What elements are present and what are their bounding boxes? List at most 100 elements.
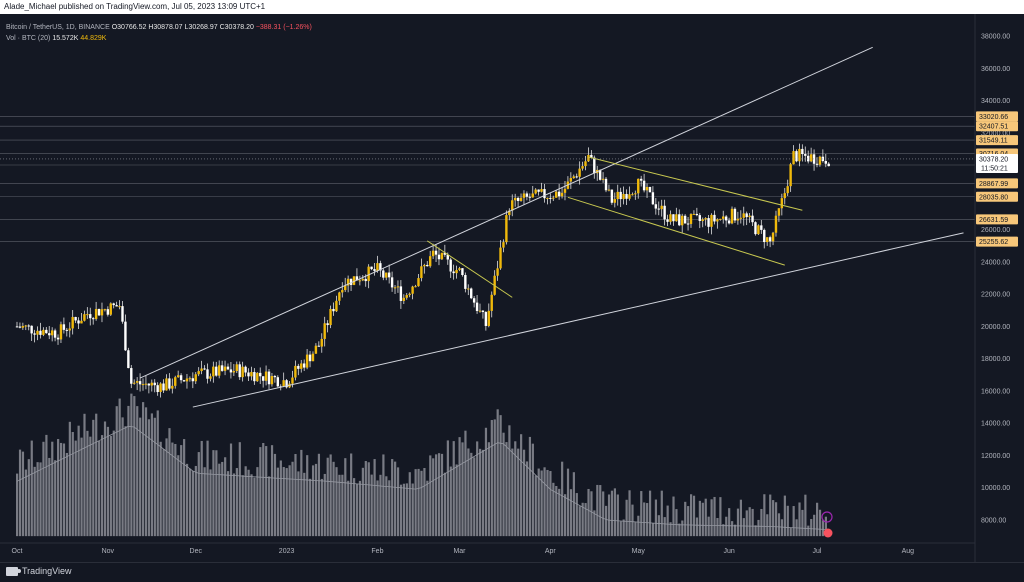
volume-bar <box>772 500 775 537</box>
volume-bar <box>824 516 827 537</box>
candle-body <box>528 196 532 198</box>
candle-body <box>270 376 274 385</box>
volume-bar <box>394 461 397 537</box>
candle-body <box>698 215 701 221</box>
candle-body <box>434 250 438 255</box>
candle-body <box>513 197 517 201</box>
volume-bar <box>103 421 107 537</box>
volume-bar <box>203 467 206 537</box>
earnings-event-icon <box>823 528 833 538</box>
volume-label[interactable]: Vol · BTC (20) <box>6 35 51 42</box>
volume-bar <box>470 452 473 537</box>
volume-bar <box>200 440 203 537</box>
volume-bar <box>634 522 637 537</box>
volume-bar <box>528 436 532 537</box>
volume-bar <box>426 480 429 537</box>
candle-body <box>818 156 822 165</box>
volume-bar <box>139 417 142 537</box>
candle-body <box>496 268 499 276</box>
volume-bar <box>651 523 655 537</box>
volume-bar <box>517 448 520 537</box>
candle-body <box>704 218 707 220</box>
candle-body <box>511 200 514 211</box>
volume-bar <box>71 432 74 537</box>
candle-body <box>809 154 813 162</box>
candle-body <box>174 377 177 386</box>
volume-bar <box>648 490 652 537</box>
level-tag <box>976 236 1018 247</box>
candle-body <box>153 382 156 386</box>
volume-bar <box>821 520 825 537</box>
volume-bar <box>446 440 449 537</box>
symbol-label[interactable]: Bitcoin / TetherUS, 1D, BINANCE <box>6 24 110 31</box>
candle-body <box>358 280 362 282</box>
volume-bar <box>320 478 323 537</box>
candle-body <box>235 364 238 372</box>
candle-body <box>467 288 470 290</box>
candle-body <box>648 186 652 193</box>
volume-bar <box>18 449 22 537</box>
candle-body <box>220 365 224 371</box>
channel-upper-line <box>588 156 803 211</box>
tradingview-logo[interactable]: TradingView <box>6 566 72 576</box>
candle-body <box>176 375 180 378</box>
candle-body <box>408 293 411 296</box>
volume-bar <box>247 469 250 537</box>
candle-body <box>695 213 699 216</box>
candle-body <box>346 278 350 286</box>
volume-bar <box>300 449 303 537</box>
volume-bar <box>323 473 326 537</box>
volume-bar <box>391 459 394 537</box>
candle-body <box>97 308 101 316</box>
level-tag-label: 33020.66 <box>979 114 1008 121</box>
candle-body <box>311 353 315 362</box>
volume-bar <box>385 476 388 537</box>
y-tick-label: 34000.00 <box>981 98 1010 105</box>
volume-bar <box>754 525 757 537</box>
volume-bar <box>552 482 555 537</box>
volume-bar <box>344 458 347 537</box>
volume-bar <box>479 448 482 537</box>
candle-body <box>238 364 241 378</box>
candle-body <box>56 337 60 340</box>
volume-bar <box>30 440 33 537</box>
candle-body <box>751 215 754 223</box>
candle-body <box>367 266 370 282</box>
volume-bar <box>757 519 760 537</box>
candle-body <box>616 191 619 200</box>
volume-bar <box>306 455 309 537</box>
volume-bar <box>150 413 153 537</box>
volume-bar <box>777 513 781 537</box>
candle-body <box>300 363 303 369</box>
volume-bar <box>332 461 335 537</box>
candle-body <box>297 365 300 369</box>
volume-ma-line <box>16 425 826 530</box>
volume-bar <box>215 450 218 537</box>
volume-bar <box>144 407 148 537</box>
candle-body <box>338 292 341 301</box>
candle-body <box>156 385 159 393</box>
x-tick-label: Oct <box>12 548 23 555</box>
volume-bar <box>619 521 622 537</box>
volume-bar <box>188 468 192 537</box>
candle-body <box>135 381 139 383</box>
volume-bar <box>549 471 552 537</box>
volume-bar <box>42 441 45 537</box>
volume-bar <box>285 468 288 537</box>
candle-body <box>191 378 195 382</box>
x-tick-label: 2023 <box>279 548 295 555</box>
change-value: −388.31 (−1.26%) <box>255 24 312 31</box>
volume-bar <box>499 415 502 537</box>
candle-body <box>402 297 406 301</box>
candle-body <box>739 217 743 219</box>
volume-bar <box>496 409 499 537</box>
volume-bar <box>65 452 69 537</box>
volume-bar <box>358 480 362 537</box>
candle-body <box>587 154 590 162</box>
volume-bar <box>276 467 280 537</box>
upper-trendline <box>139 46 873 379</box>
volume-bar <box>59 442 63 537</box>
chart-legend: Bitcoin / TetherUS, 1D, BINANCE O30766.5… <box>6 22 312 44</box>
volume-bar <box>607 494 611 537</box>
